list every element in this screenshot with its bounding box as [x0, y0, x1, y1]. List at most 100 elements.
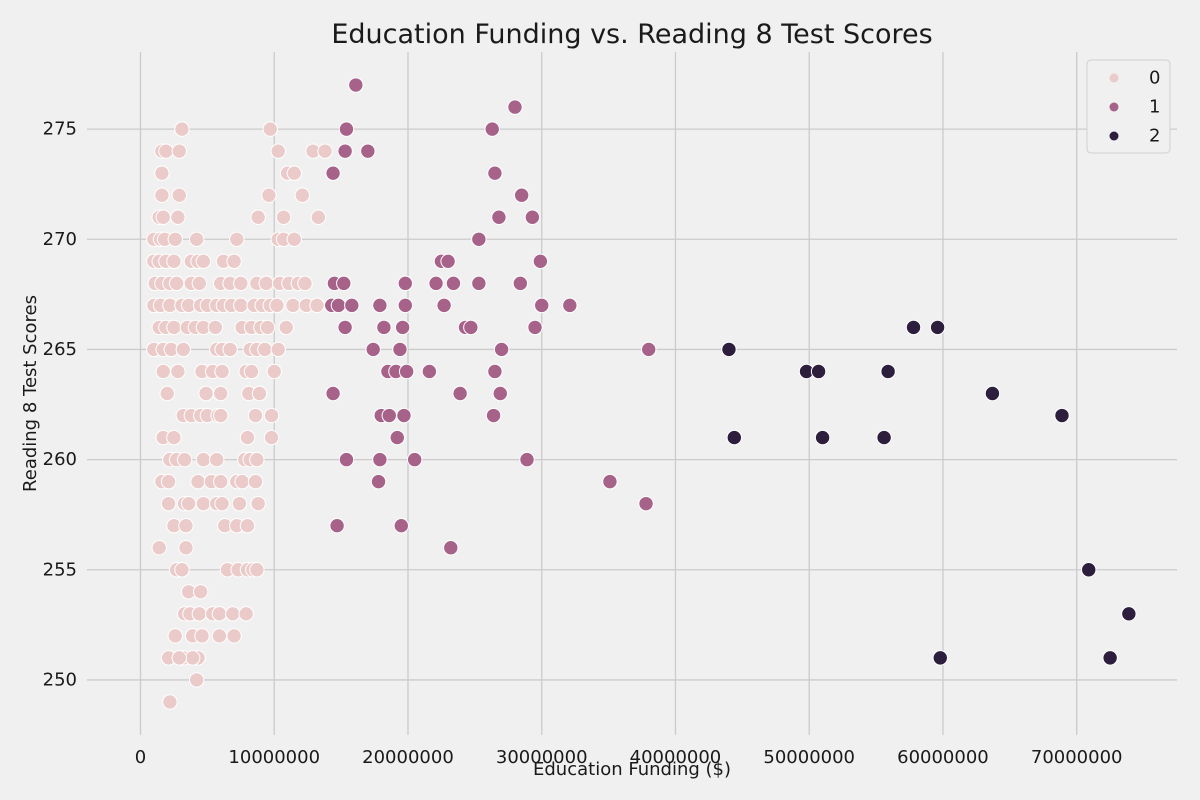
data-point	[195, 451, 212, 468]
data-point	[984, 385, 1001, 402]
data-point	[338, 451, 355, 468]
data-point	[493, 341, 510, 358]
data-point	[562, 297, 578, 314]
x-tick-label: 40000000	[630, 747, 722, 768]
y-axis-title: Reading 8 Test Scores	[20, 295, 41, 492]
data-point	[225, 606, 241, 622]
data-point	[178, 517, 194, 534]
data-point	[167, 231, 183, 247]
x-tick-label: 60000000	[897, 747, 989, 768]
data-point	[336, 275, 352, 292]
data-point	[392, 341, 408, 358]
data-point	[171, 143, 187, 159]
data-point	[330, 297, 347, 314]
data-point	[170, 363, 186, 380]
data-point	[376, 319, 392, 336]
data-point	[158, 143, 174, 159]
data-point	[507, 99, 523, 115]
data-point	[175, 341, 191, 358]
data-point	[440, 253, 456, 270]
y-tick-label: 250	[43, 669, 77, 690]
data-point	[393, 517, 409, 534]
x-tick-label: 70000000	[1031, 747, 1123, 768]
data-point	[365, 341, 381, 358]
data-point	[602, 473, 618, 490]
data-point	[641, 341, 657, 358]
data-point	[524, 209, 541, 225]
data-point	[310, 209, 327, 225]
y-tick-label: 255	[43, 559, 77, 580]
data-point	[285, 297, 301, 314]
data-point	[519, 451, 535, 468]
y-tick-label: 265	[43, 339, 77, 360]
data-point	[487, 363, 503, 380]
data-point	[238, 606, 254, 622]
data-point	[270, 341, 286, 358]
data-point	[360, 143, 376, 159]
data-point	[286, 231, 303, 247]
data-point	[239, 429, 256, 446]
x-tick-label: 0	[135, 747, 146, 768]
data-point	[171, 650, 187, 666]
data-point	[180, 495, 197, 512]
data-point	[259, 319, 276, 336]
data-point	[226, 628, 242, 644]
data-point	[262, 121, 278, 137]
data-point	[389, 429, 405, 446]
data-point	[1102, 650, 1118, 666]
data-point	[266, 363, 282, 380]
data-point	[534, 297, 550, 314]
data-point	[421, 363, 438, 380]
data-point	[166, 429, 182, 446]
legend-label: 2	[1149, 126, 1160, 147]
data-point	[513, 187, 530, 203]
data-point	[397, 275, 414, 292]
legend-label: 1	[1149, 97, 1160, 118]
data-point	[527, 319, 543, 336]
data-point	[198, 385, 214, 402]
data-point	[233, 297, 249, 314]
data-point	[160, 495, 177, 512]
data-point	[270, 143, 286, 159]
x-tick-label: 30000000	[496, 747, 588, 768]
data-point	[876, 429, 892, 446]
legend-marker	[1109, 102, 1119, 112]
data-point	[344, 297, 360, 314]
data-point	[443, 540, 459, 556]
series-1	[324, 77, 657, 556]
data-point	[151, 540, 167, 556]
data-point	[226, 253, 242, 270]
data-point	[278, 319, 294, 336]
data-point	[188, 231, 205, 247]
data-point	[195, 495, 212, 512]
data-point	[209, 451, 225, 468]
data-point	[1081, 562, 1097, 578]
legend-label: 0	[1149, 68, 1160, 89]
data-point	[211, 606, 228, 622]
data-point	[381, 407, 397, 424]
legend: 0 1 2	[1086, 59, 1171, 154]
data-point	[166, 253, 182, 270]
data-point	[229, 231, 245, 247]
data-point	[348, 77, 364, 93]
data-point	[436, 297, 452, 314]
legend-items: 0 1 2	[1109, 68, 1160, 147]
data-point	[337, 319, 353, 336]
data-point	[178, 540, 194, 556]
x-axis-title: Education Funding ($)	[533, 759, 731, 780]
data-point	[428, 275, 444, 292]
data-point	[484, 121, 500, 137]
legend-marker	[1109, 73, 1119, 83]
data-point	[257, 341, 273, 358]
data-point	[194, 628, 210, 644]
data-point	[905, 319, 922, 336]
data-point	[406, 451, 423, 468]
data-point	[294, 187, 311, 203]
y-tick-label: 275	[43, 119, 77, 140]
data-point	[269, 297, 285, 314]
data-point	[188, 672, 205, 688]
data-point	[463, 319, 479, 336]
series-0	[146, 121, 333, 710]
